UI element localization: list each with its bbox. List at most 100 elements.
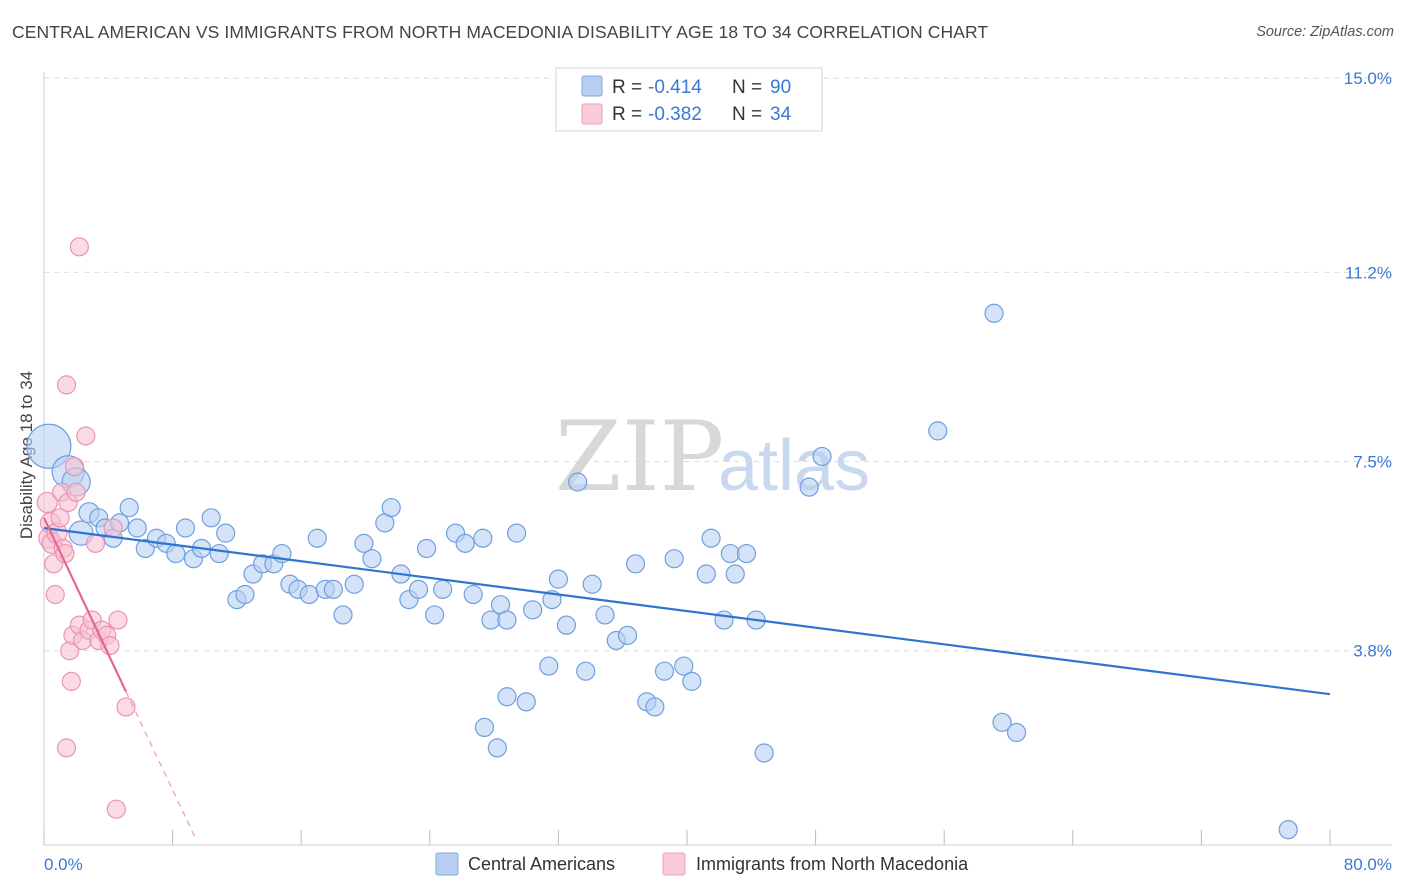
legend-n-label-pink: N = bbox=[732, 104, 762, 125]
blue-point-33 bbox=[333, 605, 353, 625]
blue-point-44 bbox=[433, 579, 453, 599]
blue-point-34 bbox=[344, 574, 364, 594]
trend-line-north-macedonia bbox=[43, 517, 127, 693]
blue-point-43 bbox=[425, 605, 445, 625]
y-axis-label: Disability Age 18 to 34 bbox=[17, 371, 36, 539]
blue-point-75 bbox=[696, 564, 716, 584]
blue-point-29 bbox=[299, 584, 319, 605]
blue-point-41 bbox=[408, 579, 429, 599]
bottom-legend-swatch-blue bbox=[435, 852, 459, 876]
blue-point-38 bbox=[381, 497, 401, 518]
chart-title: CENTRAL AMERICAN VS IMMIGRANTS FROM NORT… bbox=[12, 22, 989, 42]
legend-r-label-blue: R = bbox=[612, 77, 642, 98]
trend-line-north-macedonia-extension bbox=[125, 691, 196, 838]
watermark-atlas: atlas bbox=[718, 426, 870, 506]
pink-point-16 bbox=[66, 482, 86, 502]
blue-point-61 bbox=[556, 615, 577, 635]
blue-point-32 bbox=[323, 579, 343, 599]
pink-point-5 bbox=[45, 584, 65, 605]
legend-r-value-blue: -0.414 bbox=[648, 77, 702, 98]
blue-point-49 bbox=[481, 610, 501, 630]
blue-point-79 bbox=[725, 564, 745, 584]
watermark-zip: ZIP bbox=[555, 401, 724, 513]
x-tick-label-min: 0.0% bbox=[44, 855, 83, 874]
grid bbox=[44, 77, 1392, 652]
blue-point-46 bbox=[455, 533, 475, 553]
pink-point-15 bbox=[64, 457, 85, 477]
blue-point-86 bbox=[984, 303, 1004, 323]
blue-point-63 bbox=[576, 661, 596, 681]
blue-point-42 bbox=[416, 538, 437, 559]
legend-n-label-blue: N = bbox=[732, 77, 762, 98]
bottom-legend-swatch-pink bbox=[662, 852, 686, 876]
blue-point-58 bbox=[539, 656, 559, 676]
pink-point-28 bbox=[108, 610, 128, 630]
blue-point-57 bbox=[516, 692, 536, 712]
legend-n-value-pink: 34 bbox=[770, 104, 792, 125]
trend-line-central-americans bbox=[43, 526, 1331, 696]
x-ticks bbox=[43, 830, 1331, 845]
pink-point-32 bbox=[69, 237, 89, 257]
pink-point-22 bbox=[85, 533, 106, 553]
blue-point-55 bbox=[487, 738, 507, 758]
y-tick-label-0: 3.8% bbox=[1353, 642, 1392, 661]
pink-point-31 bbox=[116, 697, 136, 717]
pink-point-11 bbox=[56, 375, 77, 395]
blue-point-20 bbox=[216, 523, 236, 543]
blue-point-14 bbox=[166, 543, 186, 564]
blue-point-68 bbox=[625, 554, 646, 574]
pink-point-7 bbox=[50, 508, 70, 528]
blue-point-48 bbox=[473, 528, 493, 548]
y-tick-label-3: 15.0% bbox=[1344, 69, 1392, 88]
blue-point-67 bbox=[617, 625, 638, 645]
blue-point-52 bbox=[507, 523, 527, 543]
blue-point-84 bbox=[812, 446, 832, 467]
blue-point-77 bbox=[714, 610, 734, 630]
legend-r-label-pink: R = bbox=[612, 104, 642, 125]
legend: R = -0.414 N = 90 R = -0.382 N = 34 bbox=[555, 67, 823, 132]
blue-point-19 bbox=[209, 543, 229, 564]
blue-point-53 bbox=[523, 600, 543, 620]
blue-point-76 bbox=[701, 528, 721, 548]
blue-point-74 bbox=[682, 671, 702, 691]
x-tick-label-max: 80.0% bbox=[1344, 855, 1392, 874]
blue-point-10 bbox=[127, 518, 147, 538]
blue-point-83 bbox=[799, 477, 819, 497]
blue-point-51 bbox=[497, 610, 517, 630]
blue-point-88 bbox=[1006, 722, 1027, 743]
blue-point-22 bbox=[235, 584, 255, 605]
bottom-legend: Central Americans Immigrants from North … bbox=[435, 852, 969, 876]
blue-point-56 bbox=[497, 687, 517, 707]
blue-point-36 bbox=[362, 549, 382, 569]
bottom-legend-label-pink: Immigrants from North Macedonia bbox=[696, 854, 969, 874]
source-label: Source: ZipAtlas.com bbox=[1256, 24, 1394, 40]
watermark: ZIP atlas bbox=[555, 401, 870, 513]
blue-point-87 bbox=[992, 712, 1012, 732]
trend-lines bbox=[43, 517, 1331, 838]
blue-point-47 bbox=[463, 584, 483, 605]
legend-n-value-blue: 90 bbox=[770, 77, 791, 98]
bottom-legend-label-blue: Central Americans bbox=[468, 854, 615, 874]
y-tick-label-2: 11.2% bbox=[1345, 263, 1392, 282]
pink-point-29 bbox=[56, 738, 77, 758]
blue-point-9 bbox=[119, 497, 139, 518]
blue-point-89 bbox=[1278, 820, 1298, 840]
blue-point-73 bbox=[674, 656, 694, 676]
blue-point-70 bbox=[645, 697, 665, 717]
blue-point-35 bbox=[354, 533, 374, 553]
legend-swatch-pink bbox=[581, 103, 603, 125]
blue-point-18 bbox=[201, 508, 221, 528]
blue-point-15 bbox=[175, 518, 196, 538]
pink-point-19 bbox=[76, 426, 96, 446]
y-tick-labels: 3.8% 7.5% 11.2% 15.0% bbox=[1344, 69, 1392, 661]
pink-point-0 bbox=[36, 491, 58, 514]
blue-point-54 bbox=[474, 717, 495, 738]
blue-point-0 bbox=[26, 423, 72, 469]
pink-point-27 bbox=[103, 518, 123, 538]
blue-point-60 bbox=[548, 569, 569, 589]
y-tick-label-1: 7.5% bbox=[1353, 453, 1392, 472]
legend-swatch-blue bbox=[581, 75, 603, 97]
blue-point-82 bbox=[754, 743, 774, 763]
series-central-americans bbox=[26, 303, 1298, 840]
